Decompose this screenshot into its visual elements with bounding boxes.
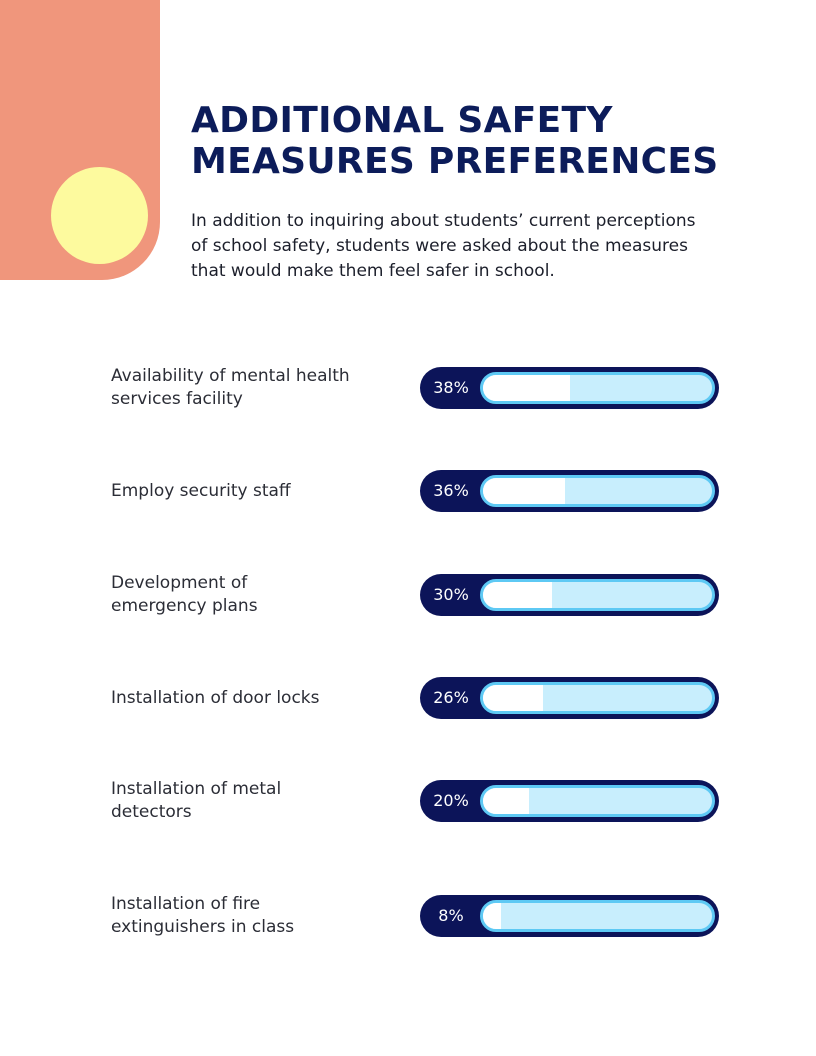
- category-label: Development of emergency plans: [111, 565, 391, 625]
- bar-pill: 8%: [420, 895, 719, 937]
- category-label-line: Availability of mental health: [111, 366, 350, 386]
- category-label-line: Employ security staff: [111, 480, 291, 501]
- bar-fill: [483, 685, 543, 711]
- category-label-line: Installation of metal: [111, 779, 282, 799]
- bar-track: [480, 579, 715, 611]
- data-label: 38%: [433, 378, 469, 397]
- category-label: Installation of metal detectors: [111, 771, 391, 831]
- category-label-line: emergency plans: [111, 596, 258, 616]
- category-label: Employ security staff: [111, 461, 391, 521]
- bar-fill: [483, 478, 565, 504]
- bar-pill: 36%: [420, 470, 719, 512]
- bar-track: [480, 785, 715, 817]
- bar-row: Installation of fire extinguishers in cla…: [0, 886, 816, 946]
- bar-row: Installation of metal detectors 20%: [0, 771, 816, 831]
- bar-track: [480, 682, 715, 714]
- intro-line-1: In addition to inquiring about students’…: [191, 211, 696, 231]
- page-title-line-2: MEASURES PREFERENCES: [191, 141, 719, 182]
- bar-pill: 26%: [420, 677, 719, 719]
- bar-track: [480, 372, 715, 404]
- intro-line-3: that would make them feel safer in schoo…: [191, 261, 555, 281]
- data-label: 20%: [433, 791, 469, 810]
- bar-row: Installation of door locks 26%: [0, 668, 816, 728]
- bar-row: Employ security staff 36%: [0, 461, 816, 521]
- page-title: ADDITIONAL SAFETY MEASURES PREFERENCES: [191, 100, 751, 182]
- bar-track: [480, 900, 715, 932]
- bar-row: Availability of mental health services fa…: [0, 358, 816, 418]
- data-label: 30%: [433, 585, 469, 604]
- category-label-line: detectors: [111, 802, 192, 822]
- bar-pill: 20%: [420, 780, 719, 822]
- category-label: Installation of fire extinguishers in cla…: [111, 886, 391, 946]
- bar-row: Development of emergency plans 30%: [0, 565, 816, 625]
- bar-fill: [483, 582, 552, 608]
- page-title-line-1: ADDITIONAL SAFETY: [191, 100, 613, 141]
- data-label: 8%: [438, 906, 464, 925]
- decorative-yellow-circle: [51, 167, 148, 264]
- bar-pill: 38%: [420, 367, 719, 409]
- data-label: 36%: [433, 481, 469, 500]
- intro-line-2: of school safety, students were asked ab…: [191, 236, 688, 256]
- category-label-line: extinguishers in class: [111, 917, 295, 937]
- category-label-line: Installation of fire: [111, 894, 261, 914]
- category-label: Installation of door locks: [111, 668, 391, 728]
- category-label-line: services facility: [111, 389, 243, 409]
- category-label-line: Installation of door locks: [111, 687, 320, 708]
- bar-fill: [483, 903, 501, 929]
- category-label-line: Development of: [111, 573, 248, 593]
- bar-track: [480, 475, 715, 507]
- intro-paragraph: In addition to inquiring about students’…: [191, 209, 731, 284]
- bar-pill: 30%: [420, 574, 719, 616]
- bar-fill: [483, 788, 529, 814]
- bar-fill: [483, 375, 570, 401]
- category-label: Availability of mental health services fa…: [111, 358, 391, 418]
- data-label: 26%: [433, 688, 469, 707]
